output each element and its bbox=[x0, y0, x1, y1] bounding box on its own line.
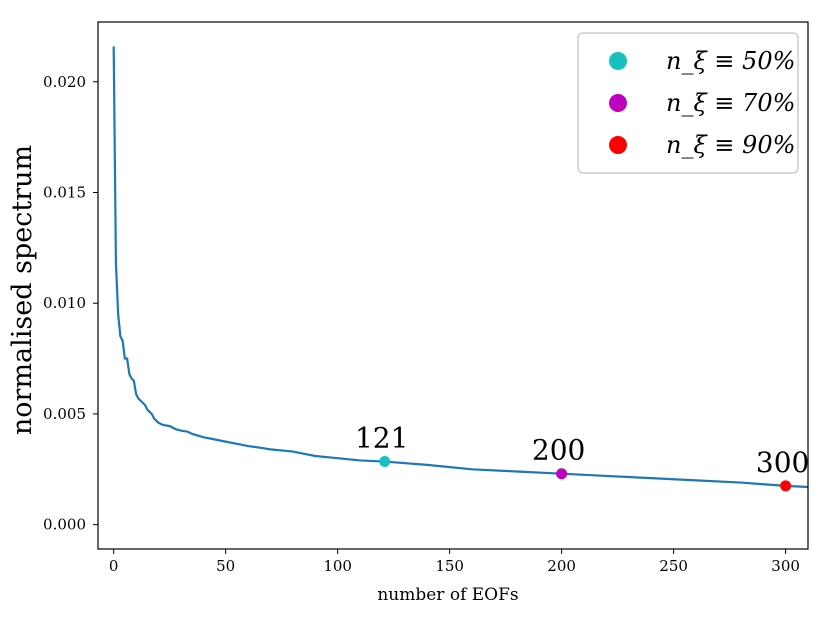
y-tick-label: 0.000 bbox=[43, 516, 86, 534]
legend-entry-label: n_ξ ≡ 50% bbox=[666, 47, 795, 75]
threshold-marker bbox=[556, 468, 568, 480]
marker-annotation: 300 bbox=[756, 446, 809, 479]
x-tick-label: 300 bbox=[771, 557, 800, 575]
threshold-marker bbox=[379, 456, 391, 468]
legend-marker bbox=[609, 136, 627, 154]
x-tick-label: 150 bbox=[435, 557, 464, 575]
y-tick-label: 0.005 bbox=[43, 405, 86, 423]
x-tick-label: 200 bbox=[547, 557, 576, 575]
legend-box bbox=[577, 32, 799, 174]
x-tick-label: 0 bbox=[109, 557, 119, 575]
legend-entry-label: n_ξ ≡ 90% bbox=[666, 131, 795, 159]
y-tick-label: 0.015 bbox=[43, 184, 86, 202]
legend-marker bbox=[609, 52, 627, 70]
legend-entry-label: n_ξ ≡ 70% bbox=[666, 89, 795, 117]
spectrum-line bbox=[112, 46, 808, 489]
y-tick-label: 0.020 bbox=[43, 73, 86, 91]
y-axis-label: normalised spectrum bbox=[7, 145, 38, 435]
threshold-marker bbox=[780, 480, 792, 492]
legend: n_ξ ≡ 50% n_ξ ≡ 70% n_ξ ≡ 90% bbox=[577, 32, 799, 174]
x-axis-label: number of EOFs bbox=[377, 585, 518, 605]
plot-frame bbox=[97, 21, 809, 550]
marker-annotation: 200 bbox=[532, 434, 585, 467]
marker-annotation: 121 bbox=[355, 422, 408, 455]
x-tick-label: 100 bbox=[323, 557, 352, 575]
y-tick-label: 0.010 bbox=[43, 294, 86, 312]
x-tick-label: 250 bbox=[659, 557, 688, 575]
legend-marker bbox=[609, 94, 627, 112]
x-tick-label: 50 bbox=[216, 557, 235, 575]
